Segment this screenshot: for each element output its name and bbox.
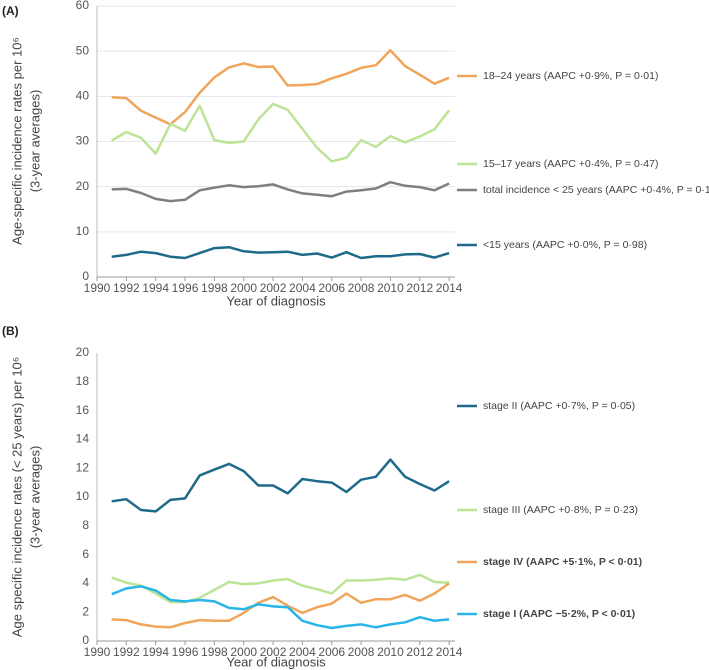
x-tick-label: 2008	[348, 281, 375, 295]
y-tick-label: 20	[76, 179, 90, 193]
x-tick-label: 2014	[436, 281, 463, 295]
y-tick-label: 16	[76, 403, 90, 417]
y-tick-label: 50	[76, 43, 90, 57]
x-tick-label: 1998	[201, 645, 228, 659]
series-line	[111, 458, 450, 513]
x-tick-label: 1990	[84, 645, 111, 659]
y-axis-title: (3-year averages)	[27, 446, 42, 549]
legend-label: stage II (AAPC +0·7%, P = 0·05)	[483, 400, 635, 412]
legend-label: 15–17 years (AAPC +0·4%, P = 0·47)	[483, 158, 659, 170]
x-tick-label: 2014	[436, 645, 463, 659]
panel-label: (A)	[2, 4, 19, 18]
y-tick-label: 0	[82, 269, 89, 283]
y-tick-label: 30	[76, 134, 90, 148]
y-tick-label: 20	[76, 345, 90, 359]
series-line	[111, 573, 450, 604]
x-tick-label: 2004	[289, 281, 316, 295]
legend-label: stage III (AAPC +0·8%, P = 0·23)	[483, 504, 638, 516]
x-tick-label: 2000	[230, 645, 257, 659]
x-tick-label: 2010	[377, 281, 404, 295]
x-tick-label: 2012	[406, 645, 433, 659]
x-tick-label: 1998	[201, 281, 228, 295]
y-tick-label: 12	[76, 460, 90, 474]
y-tick-label: 18	[76, 374, 90, 388]
y-tick-label: 6	[82, 547, 89, 561]
x-tick-label: 1996	[172, 645, 199, 659]
y-tick-label: 4	[82, 576, 89, 590]
x-tick-label: 1994	[142, 281, 169, 295]
x-tick-label: 2012	[406, 281, 433, 295]
y-tick-label: 10	[76, 489, 90, 503]
series-line	[111, 102, 451, 163]
x-tick-label: 2002	[260, 645, 287, 659]
y-tick-label: 2	[82, 604, 89, 618]
x-tick-label: 2006	[318, 281, 345, 295]
series-line	[111, 180, 450, 203]
x-tick-label: 2002	[260, 281, 287, 295]
y-axis-title: Age specific incidence rates (< 25 years…	[9, 357, 24, 637]
y-tick-label: 14	[76, 432, 90, 446]
x-tick-label: 1996	[172, 281, 199, 295]
x-tick-label: 1994	[142, 645, 169, 659]
x-tick-label: 1992	[113, 645, 140, 659]
x-axis-title: Year of diagnosis	[226, 293, 326, 308]
y-axis-title: (3-year averages)	[27, 90, 42, 193]
series-line	[111, 49, 450, 126]
y-tick-label: 0	[82, 633, 89, 647]
x-tick-label: 2000	[230, 281, 257, 295]
y-tick-label: 8	[82, 518, 89, 532]
x-tick-label: 2010	[377, 645, 404, 659]
x-tick-label: 2004	[289, 645, 316, 659]
x-tick-label: 1990	[84, 281, 111, 295]
legend-label: 18–24 years (AAPC +0·9%, P = 0·01)	[483, 70, 659, 82]
y-tick-label: 10	[76, 224, 90, 238]
series-line	[111, 582, 450, 629]
x-tick-label: 1992	[113, 281, 140, 295]
x-axis-title: Year of diagnosis	[226, 654, 326, 669]
legend-label: stage I (AAPC −5·2%, P < 0·01)	[483, 608, 635, 620]
series-line	[111, 245, 450, 260]
x-tick-label: 2006	[318, 645, 345, 659]
x-tick-label: 2008	[348, 645, 375, 659]
legend-label: <15 years (AAPC +0·0%, P = 0·98)	[483, 239, 647, 251]
y-axis-title: Age-specific incidence rates per 10⁶	[9, 37, 24, 245]
y-tick-label: 60	[76, 0, 90, 12]
legend-label: stage IV (AAPC +5·1%, P < 0·01)	[483, 556, 642, 568]
panel-label: (B)	[2, 324, 19, 338]
series-line	[111, 585, 450, 630]
legend-label: total incidence < 25 years (AAPC +0·4%, …	[483, 184, 709, 196]
y-tick-label: 40	[76, 89, 90, 103]
